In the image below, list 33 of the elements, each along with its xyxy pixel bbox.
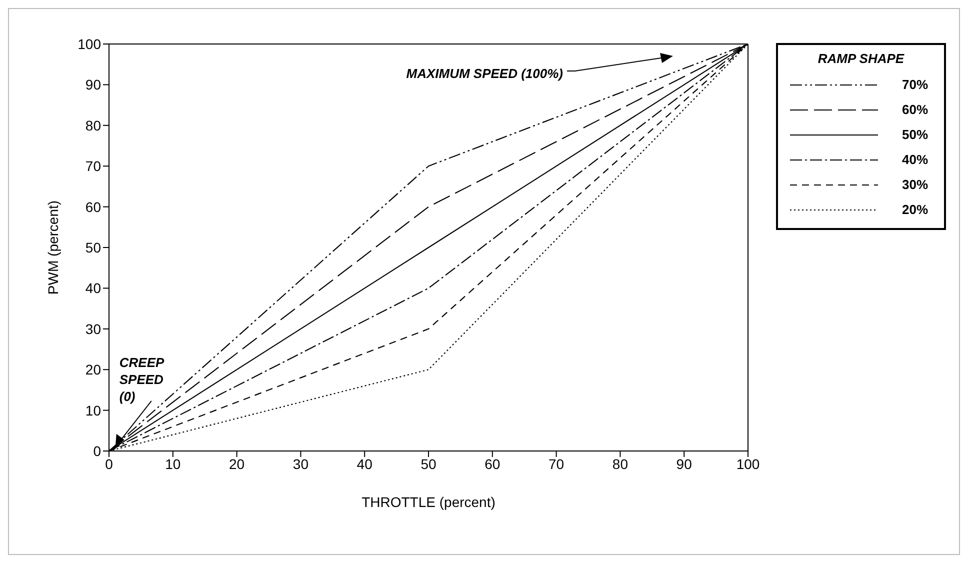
legend-title: RAMP SHAPE: [816, 51, 906, 66]
x-tick-label: 60: [484, 456, 500, 472]
y-tick-label: 0: [93, 442, 102, 459]
y-axis-title: PWM (percent): [44, 200, 61, 295]
x-tick-label: 40: [356, 456, 373, 472]
x-axis-title: THROTTLE (percent): [362, 494, 496, 510]
y-tick-label: 80: [85, 117, 102, 134]
x-tick-label: 70: [548, 456, 564, 472]
text: 50%: [902, 127, 928, 142]
annotation: MAXIMUM SPEED (100%): [406, 66, 563, 81]
y-tick-label: 20: [85, 362, 102, 378]
y-tick-label: 90: [85, 76, 102, 93]
y-tick-label: 30: [85, 320, 102, 337]
x-tick-label: 0: [105, 456, 114, 472]
text: 30%: [902, 177, 928, 192]
text: 60%: [902, 102, 928, 117]
text: 20%: [902, 202, 928, 217]
x-tick-label: 20: [229, 456, 245, 472]
y-tick-label: 50: [85, 239, 102, 256]
x-tick-label: 90: [676, 456, 692, 472]
x-tick-label: 80: [612, 456, 628, 472]
x-tick-label: 50: [420, 456, 436, 472]
y-tick-label: 40: [85, 280, 102, 296]
y-tick-label: 60: [85, 198, 102, 215]
x-tick-label: 30: [292, 456, 309, 472]
x-tick-label: 100: [736, 456, 760, 472]
y-tick-label: 100: [78, 36, 102, 52]
y-tick-label: 70: [85, 158, 102, 174]
x-tick-label: 10: [165, 456, 181, 472]
annotation: CREEP SPEED (0): [119, 354, 165, 404]
text: 70%: [902, 77, 928, 92]
y-tick-label: 10: [85, 402, 102, 418]
text: 40%: [902, 152, 928, 167]
